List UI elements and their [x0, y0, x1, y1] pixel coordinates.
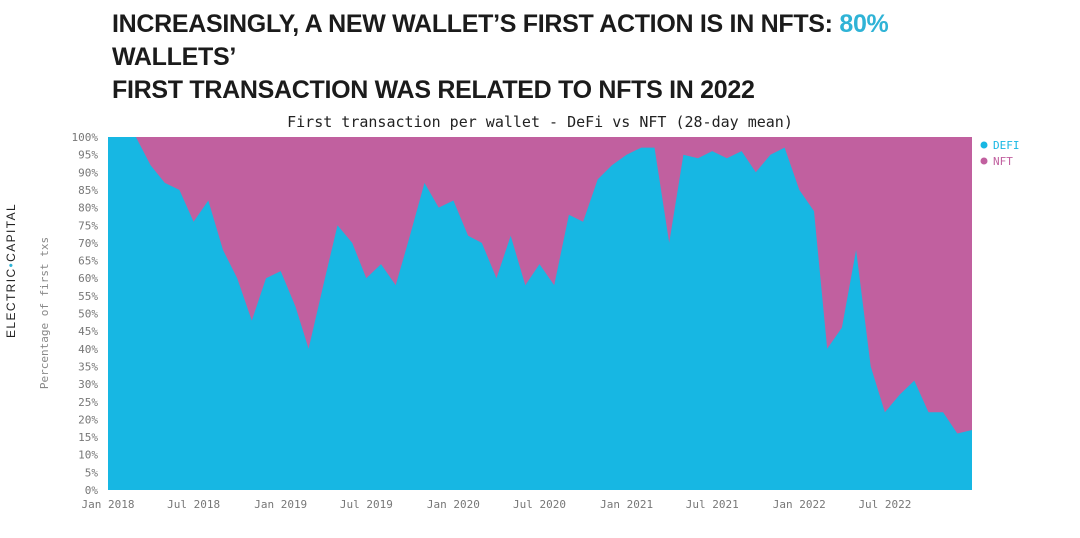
y-tick-label: 50%	[78, 308, 98, 321]
x-tick-label: Jul 2022	[858, 498, 911, 511]
y-tick-label: 85%	[78, 184, 98, 197]
legend-label-nft: NFT	[993, 155, 1013, 168]
y-tick-label: 55%	[78, 290, 98, 303]
legend-label-defi: DEFI	[993, 139, 1020, 152]
headline: INCREASINGLY, A NEW WALLET’S FIRST ACTIO…	[112, 8, 1012, 107]
y-tick-label: 35%	[78, 360, 98, 373]
x-tick-label: Jan 2022	[773, 498, 826, 511]
y-tick-label: 75%	[78, 219, 98, 232]
y-tick-label: 0%	[85, 484, 99, 497]
headline-part2: WALLETS’	[112, 43, 236, 71]
legend-marker-nft	[980, 157, 988, 165]
x-tick-label: Jul 2018	[167, 498, 220, 511]
x-tick-label: Jan 2021	[600, 498, 653, 511]
chart-title: First transaction per wallet - DeFi vs N…	[287, 113, 793, 131]
headline-line2: FIRST TRANSACTION WAS RELATED TO NFTS IN…	[112, 76, 755, 104]
x-tick-label: Jul 2021	[686, 498, 739, 511]
y-tick-label: 65%	[78, 255, 98, 268]
x-tick-label: Jul 2019	[340, 498, 393, 511]
x-tick-label: Jan 2019	[254, 498, 307, 511]
legend-marker-defi	[980, 141, 988, 149]
x-tick-label: Jul 2020	[513, 498, 566, 511]
y-tick-label: 10%	[78, 449, 98, 462]
y-tick-label: 20%	[78, 413, 98, 426]
y-tick-label: 30%	[78, 378, 98, 391]
x-tick-label: Jan 2018	[82, 498, 135, 511]
y-tick-label: 25%	[78, 396, 98, 409]
y-tick-label: 60%	[78, 272, 98, 285]
x-tick-label: Jan 2020	[427, 498, 480, 511]
y-tick-label: 95%	[78, 149, 98, 162]
headline-part1: INCREASINGLY, A NEW WALLET’S FIRST ACTIO…	[112, 10, 840, 38]
y-axis-label: Percentage of first txs	[38, 237, 51, 389]
y-tick-label: 100%	[72, 131, 99, 144]
y-tick-label: 40%	[78, 343, 98, 356]
y-tick-label: 45%	[78, 325, 98, 338]
y-tick-label: 15%	[78, 431, 98, 444]
headline-highlight: 80%	[839, 10, 889, 38]
y-tick-label: 70%	[78, 237, 98, 250]
y-tick-label: 90%	[78, 166, 98, 179]
y-tick-label: 80%	[78, 202, 98, 215]
y-tick-label: 5%	[85, 466, 99, 479]
series-defi-area	[108, 137, 972, 490]
